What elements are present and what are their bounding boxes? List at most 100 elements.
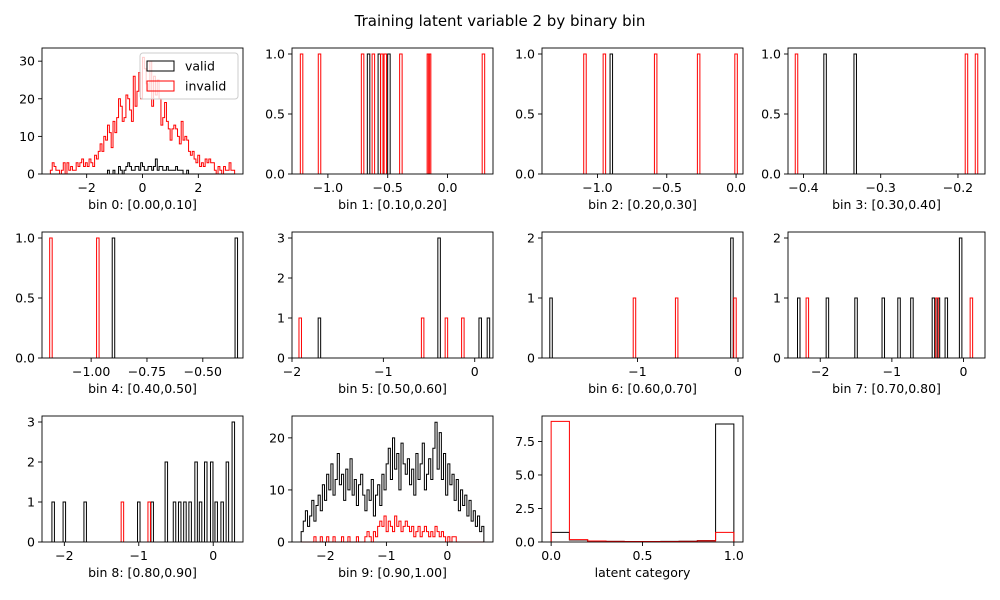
panel-9-frame	[291, 415, 494, 543]
panel-8-valid-bar-0	[51, 501, 55, 542]
panel-3-frame	[787, 47, 986, 175]
panel-8-xtick-label-1: −1	[130, 548, 148, 563]
panel-1-ytick-label-2: 1.0	[265, 47, 285, 62]
panel-5-xtick-label-2: 0	[471, 364, 479, 379]
panel-7-valid-bar-3	[881, 297, 886, 358]
panel-10-ytick-label-1: 2.5	[515, 501, 535, 516]
panel-0-ytick-label-0: 0	[27, 167, 35, 182]
panel-8-valid-bar-2	[83, 501, 87, 542]
panel-7-xtick-label-1: −1	[883, 364, 901, 379]
panel-7-ytick-label-1: 1	[773, 291, 781, 306]
panel-1-valid-bar-2	[387, 53, 391, 174]
panel-10-xlabel: latent category	[595, 565, 691, 580]
panel-2-xtick-label-2: 0.0	[726, 180, 746, 195]
panel-6-invalid-bar-1	[674, 297, 679, 358]
panel-1-invalid-bar-2	[360, 53, 365, 174]
panel-7-ytick-label-0: 0	[773, 351, 781, 366]
panel-9-xtick-label-1: −1	[377, 548, 395, 563]
legend-swatch-invalid	[146, 80, 175, 92]
panel-1-xtick-label-1: −0.5	[373, 180, 403, 195]
panel-10-invalid-histogram	[550, 420, 735, 542]
panel-4-ytick-label-1: 0.5	[15, 291, 35, 306]
panel-2-xtick-label-1: −0.5	[652, 180, 682, 195]
panel-4-xtick-label-0: −1.00	[72, 364, 110, 379]
panel-8-valid-bar-5	[164, 461, 169, 542]
panel-4-ytick-label-0: 0.0	[15, 351, 35, 366]
panel-2-invalid-bar-4	[734, 53, 738, 174]
panel-4-invalid-bar-0	[49, 237, 53, 358]
panel-4-valid-bar-1	[234, 237, 239, 358]
panel-9: −2 −1 0 0 10 20 bin 9: [0.90,1.00]	[269, 415, 494, 580]
panel-0-xtick-label-2: 2	[194, 180, 202, 195]
panel-5-ytick-label-0: 0	[277, 351, 285, 366]
panel-5-xlabel: bin 5: [0.50,0.60]	[338, 381, 447, 396]
panel-10-ytick-label-2: 5.0	[515, 467, 535, 482]
panel-6: −1 0 0 1 2 bin 6: [0.60,0.70]	[527, 231, 744, 396]
panel-9-ytick-label-2: 20	[269, 430, 285, 445]
panel-7-invalid-bar-0	[805, 297, 810, 358]
panel-7-valid-bar-5	[910, 297, 914, 358]
panel-2-ytick-label-1: 0.5	[515, 107, 535, 122]
panel-3-ytick-label-1: 0.5	[761, 107, 781, 122]
panel-7-xtick-label-0: −2	[811, 364, 829, 379]
panel-5-valid-bar-0	[317, 317, 322, 358]
panel-3-xlabel: bin 3: [0.30,0.40]	[832, 197, 941, 212]
figure-suptitle: Training latent variable 2 by binary bin	[354, 12, 646, 30]
panel-2: −1.0 −0.5 0.0 0.0 0.5 1.0 bin 2: [0.20,0.30]	[515, 47, 746, 213]
panel-3-ytick-label-0: 0.0	[761, 167, 781, 182]
legend-label-invalid: invalid	[185, 79, 226, 94]
panel-10-xtick-label-2: 1.0	[724, 548, 744, 563]
panel-5-valid-bar-3	[486, 317, 491, 358]
panel-5-invalid-bar-2	[444, 317, 449, 358]
panel-7-xlabel: bin 7: [0.70,0.80]	[832, 381, 941, 396]
panel-4-ytick-label-2: 1.0	[15, 231, 35, 246]
panel-3-valid-bar-0	[823, 53, 827, 174]
legend: valid invalid	[139, 52, 239, 100]
panel-5-xtick-label-0: −2	[283, 364, 301, 379]
panel-9-ytick-label-0: 0	[277, 535, 285, 550]
panel-5-ytick-label-2: 2	[277, 271, 285, 286]
panel-8-valid-bar-7	[177, 501, 182, 542]
panel-1-frame	[291, 47, 494, 175]
panel-2-frame	[541, 47, 744, 175]
panel-10-xtick-label-1: 0.5	[633, 548, 653, 563]
panel-5-frame	[291, 231, 494, 359]
panel-0-ytick-label-2: 20	[19, 91, 35, 106]
panel-7-xtick-label-2: 0	[960, 364, 968, 379]
panel-4-invalid-bar-1	[96, 237, 100, 358]
panel-8-valid-bar-10	[194, 461, 198, 542]
panel-9-xlabel: bin 9: [0.90,1.00]	[338, 565, 447, 580]
panel-5-xtick-label-1: −1	[374, 364, 392, 379]
panel-0-xtick-label-0: −2	[77, 180, 95, 195]
panel-8-invalid-bar-1	[147, 501, 151, 542]
panel-3-invalid-bar-2	[974, 53, 979, 174]
panel-5: −2 −1 0 0 1 2 3 bin 5: [0.50,0.60]	[277, 231, 494, 396]
panel-6-xtick-label-0: −1	[628, 364, 646, 379]
panel-7-valid-bar-1	[825, 297, 830, 358]
panel-8-valid-bar-3	[137, 501, 141, 542]
panel-9-xtick-label-2: 0	[443, 548, 451, 563]
panel-1-xtick-label-2: 0.0	[438, 180, 458, 195]
panel-1-invalid-bar-5	[383, 53, 388, 174]
panel-8-valid-bar-6	[172, 501, 177, 542]
panel-8-valid-bar-11	[198, 501, 203, 542]
panel-6-xlabel: bin 6: [0.60,0.70]	[588, 381, 697, 396]
panel-8-invalid-bar-0	[120, 501, 125, 542]
panel-8-valid-bar-1	[62, 501, 67, 542]
panel-10-xtick-label-0: 0.0	[541, 548, 561, 563]
panel-6-valid-bar-0	[549, 297, 553, 358]
panel-1-ytick-label-0: 0.0	[265, 167, 285, 182]
legend-label-valid: valid	[185, 59, 215, 74]
panel-6-invalid-bar-2	[733, 297, 737, 358]
panel-8-ytick-label-3: 3	[27, 415, 35, 430]
panel-6-valid-bar-1	[730, 237, 734, 358]
panel-8-valid-bar-16	[225, 461, 230, 542]
panel-0-xlabel: bin 0: [0.00,0.10]	[88, 197, 197, 212]
panel-1-invalid-bar-6	[399, 53, 403, 174]
legend-box	[139, 52, 239, 100]
panel-8-valid-bar-13	[209, 461, 214, 542]
panel-7-valid-bar-9	[958, 237, 963, 358]
panel-7-valid-bar-2	[854, 297, 858, 358]
panel-7-ytick-label-2: 2	[773, 231, 781, 246]
panel-4-xtick-label-1: −0.75	[128, 364, 166, 379]
